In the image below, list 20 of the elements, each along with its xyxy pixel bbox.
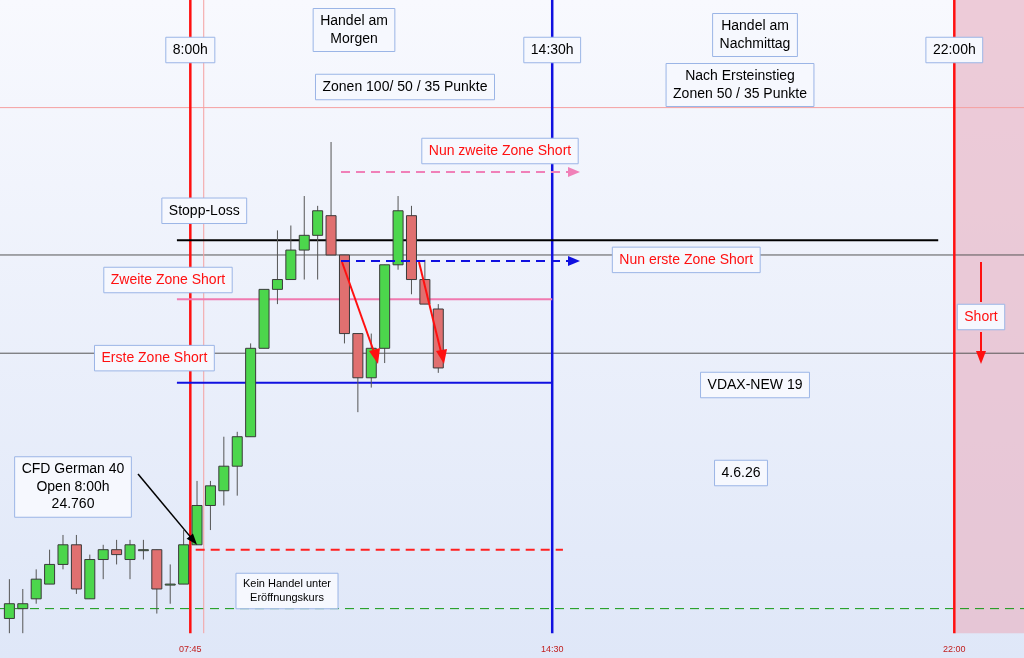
ref-line-label: 8:00h [172, 40, 208, 57]
ref-line-label: 22:00h [932, 40, 976, 57]
annotation: VDAX-NEW 19 [707, 375, 803, 392]
x-tick-label: 22:00 [943, 644, 966, 655]
text: Handel am Morgen [320, 12, 388, 46]
annotation: Zweite Zone Short [110, 270, 226, 287]
annotation: Kein Handel unter Eröffnungskurs [242, 577, 332, 603]
x-tick-label: 07:45 [179, 644, 202, 655]
annotation: Short [964, 307, 998, 324]
text: Zonen 100/ 50 / 35 Punkte [322, 77, 488, 94]
annotation: Stopp-Loss [168, 201, 240, 218]
annotation: 4.6.26 [721, 463, 761, 480]
annotation: Nun erste Zone Short [619, 250, 754, 267]
x-tick-label: 14:30 [540, 644, 564, 655]
text: Handel am Nachmittag [719, 17, 791, 51]
annotation: CFD German 40 Open 8:00h 24.760 [21, 460, 125, 512]
annotation: Nun zweite Zone Short [428, 141, 572, 158]
ref-line-label: 14:30h [530, 40, 574, 57]
annotation: Erste Zone Short [101, 348, 208, 365]
text: Nach Ersteinstieg Zonen 50 / 35 Punkte [673, 67, 808, 101]
